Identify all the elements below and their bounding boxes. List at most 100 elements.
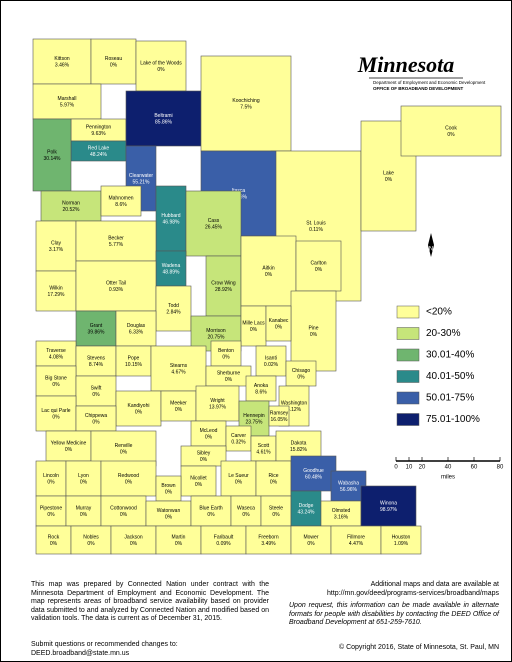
county-name: Le Sueur xyxy=(228,473,249,479)
county-value: 4.61% xyxy=(256,449,271,455)
county-name: Wadena xyxy=(162,263,181,269)
county-value: 0% xyxy=(222,354,230,360)
county-name: Redwood xyxy=(118,473,139,479)
county-value: 3.16% xyxy=(334,514,349,520)
county-value: 0% xyxy=(110,62,118,68)
county-value: 0% xyxy=(205,434,213,440)
county-name: Norman xyxy=(62,200,80,206)
county-name: Clearwater xyxy=(129,173,154,179)
county xyxy=(240,235,297,307)
county-name: Nobles xyxy=(83,534,99,540)
county xyxy=(200,55,292,152)
county-name: Nicollet xyxy=(190,475,207,481)
county-value: 0% xyxy=(307,541,315,547)
county-name: Otter Tail xyxy=(106,280,126,286)
county-value: 0% xyxy=(80,479,88,485)
department: Department of Employment and Economic De… xyxy=(373,80,486,85)
county-value: 17.29% xyxy=(48,292,66,298)
county-name: Big Stone xyxy=(45,375,67,381)
legend-swatch xyxy=(396,327,420,340)
county xyxy=(75,405,117,432)
county-name: Kanabec xyxy=(269,318,289,324)
county-value: 8.6% xyxy=(115,202,127,208)
county xyxy=(255,345,287,377)
county-value: 0% xyxy=(175,407,183,413)
county xyxy=(250,435,277,462)
county-value: 0.09% xyxy=(216,541,231,547)
county xyxy=(35,525,72,555)
county-value: 0% xyxy=(207,512,215,518)
county xyxy=(115,390,162,427)
county xyxy=(268,405,290,427)
county-name: Kittson xyxy=(54,56,70,62)
county-name: Dodge xyxy=(299,503,314,509)
compass-arrow xyxy=(428,233,434,257)
county xyxy=(40,190,102,222)
county-name: Pope xyxy=(128,355,140,361)
county xyxy=(225,425,252,452)
county-value: 56.96% xyxy=(340,487,358,493)
county-name: Sherburne xyxy=(217,370,241,376)
county-value: 2.84% xyxy=(166,309,181,315)
county-value: 20.52% xyxy=(63,207,81,213)
county-name: Wright xyxy=(210,398,225,404)
county-name: Aitkin xyxy=(262,265,274,271)
county-name: Marshall xyxy=(58,96,77,102)
scale-label: 80 xyxy=(497,465,504,471)
footer-accessibility: Upon request, this information can be ma… xyxy=(289,602,499,626)
county-name: Cass xyxy=(208,218,220,224)
county xyxy=(75,260,157,312)
county-name: Rice xyxy=(268,473,278,479)
county-value: 48.24% xyxy=(90,152,108,158)
county-value: 9.63% xyxy=(91,131,106,137)
county-name: Rock xyxy=(48,534,60,540)
county xyxy=(360,485,417,527)
county-name: Hubbard xyxy=(161,213,180,219)
county xyxy=(32,83,102,120)
county xyxy=(155,285,192,332)
legend-swatch xyxy=(396,391,420,405)
county-value: 0% xyxy=(165,489,173,495)
county-value: 0% xyxy=(275,324,283,330)
county-value: 10.15% xyxy=(125,362,143,368)
county-value: 0% xyxy=(120,512,128,518)
county-name: Goodhue xyxy=(303,468,324,474)
county-name: Yellow Medicine xyxy=(51,440,87,446)
county xyxy=(65,495,102,527)
county xyxy=(290,490,322,527)
county-value: 43.24% xyxy=(298,509,316,515)
county xyxy=(35,270,77,312)
county-name: Faribault xyxy=(214,534,234,540)
county xyxy=(290,525,332,555)
county-name: Chippewa xyxy=(85,413,107,419)
county-value: 20.75% xyxy=(208,334,226,340)
county-value: 0% xyxy=(310,332,318,338)
county-value: 0% xyxy=(315,267,323,273)
county xyxy=(75,220,157,262)
county-value: 0% xyxy=(175,541,183,547)
footer-submit: Submit questions or recommended changes … xyxy=(31,641,178,648)
county-name: Dakota xyxy=(291,440,307,446)
county xyxy=(75,310,117,347)
county-name: Anoka xyxy=(254,383,268,389)
county-value: 5.77% xyxy=(109,242,124,248)
county xyxy=(65,460,102,497)
county xyxy=(75,345,117,377)
county-name: Isanti xyxy=(265,355,277,361)
county-value: 4.67% xyxy=(171,369,186,375)
county xyxy=(320,500,362,527)
county-name: Pipestone xyxy=(40,505,62,511)
county xyxy=(115,345,152,377)
county-name: Houston xyxy=(392,534,411,540)
county-name: Lake of the Woods xyxy=(140,60,182,66)
county xyxy=(100,185,142,217)
legend-label: 40.01-50% xyxy=(426,371,474,382)
county-value: 23.75% xyxy=(246,419,264,425)
county-value: 0% xyxy=(65,447,73,453)
county-value: 0% xyxy=(200,457,208,463)
county-value: 0% xyxy=(120,449,128,455)
county xyxy=(245,525,292,555)
county-name: Cook xyxy=(445,125,457,131)
scale-unit: miles xyxy=(441,475,455,481)
county-name: Blue Earth xyxy=(199,505,223,511)
